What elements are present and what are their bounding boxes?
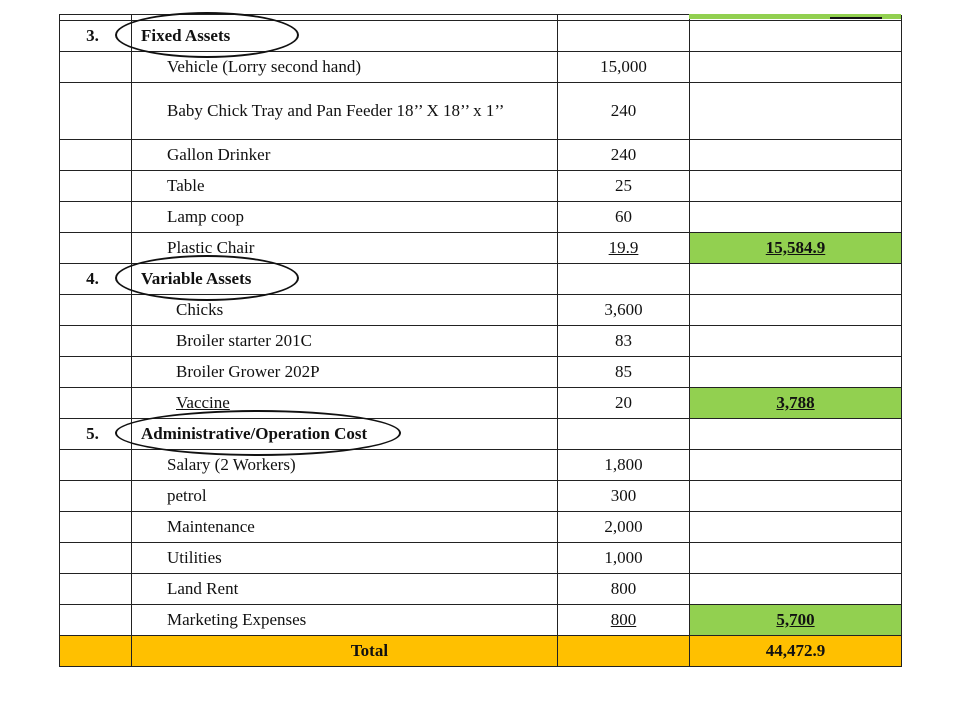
- item-name: Chicks: [131, 294, 558, 326]
- item-amount: 60: [557, 201, 690, 233]
- table-row: Broiler Grower 202P 85: [59, 356, 902, 388]
- table-row: Utilities 1,000: [59, 542, 902, 574]
- previous-subtotal-underline: [830, 17, 882, 19]
- section-title-variable-assets: Variable Assets: [115, 254, 299, 301]
- item-amount: 25: [557, 170, 690, 202]
- item-amount: 240: [557, 139, 690, 171]
- table-row: Plastic Chair 19.9 15,584.9: [59, 232, 902, 264]
- table-row: Land Rent 800: [59, 573, 902, 605]
- table-row: Baby Chick Tray and Pan Feeder 18’’ X 18…: [59, 82, 902, 140]
- section-number: 4.: [59, 263, 132, 295]
- table-row: Table 25: [59, 170, 902, 202]
- section-subtotal: 5,700: [689, 604, 902, 636]
- table-row: Maintenance 2,000: [59, 511, 902, 543]
- item-amount: 1,800: [557, 449, 690, 481]
- section-header-row: 5. Administrative/Operation Cost: [59, 409, 902, 456]
- item-amount: 15,000: [557, 51, 690, 83]
- table-row: Gallon Drinker 240: [59, 139, 902, 171]
- item-name: Baby Chick Tray and Pan Feeder 18’’ X 18…: [131, 82, 558, 140]
- section-header-row: 4. Variable Assets: [59, 254, 902, 301]
- table-row: Marketing Expenses 800 5,700: [59, 604, 902, 636]
- item-amount: 19.9: [557, 232, 690, 264]
- item-name: Table: [131, 170, 558, 202]
- total-label: Total: [131, 635, 558, 667]
- item-name: petrol: [131, 480, 558, 512]
- item-name: Vehicle (Lorry second hand): [131, 51, 558, 83]
- item-amount: 800: [557, 573, 690, 605]
- table-row: Chicks 3,600: [59, 294, 902, 326]
- item-amount: 240: [557, 82, 690, 140]
- previous-subtotal-cell-edge: [689, 14, 901, 19]
- item-name: Plastic Chair: [131, 232, 558, 264]
- item-amount: 2,000: [557, 511, 690, 543]
- table-row: Vehicle (Lorry second hand) 15,000: [59, 51, 902, 83]
- section-number: 3.: [59, 20, 132, 52]
- section-subtotal: 3,788: [689, 387, 902, 419]
- total-value: 44,472.9: [689, 635, 902, 667]
- total-row: Total 44,472.9: [59, 635, 902, 667]
- item-amount: 3,600: [557, 294, 690, 326]
- table-row: Lamp coop 60: [59, 201, 902, 233]
- item-amount: 83: [557, 325, 690, 357]
- item-name: Broiler Grower 202P: [131, 356, 558, 388]
- section-header-row: 3. Fixed Assets: [59, 11, 902, 58]
- item-name: Gallon Drinker: [131, 139, 558, 171]
- item-amount: 20: [557, 387, 690, 419]
- budget-table-container: 3. Fixed Assets Vehicle (Lorry second ha…: [59, 11, 902, 667]
- table-row: Broiler starter 201C 83: [59, 325, 902, 357]
- item-amount: 1,000: [557, 542, 690, 574]
- item-name: Salary (2 Workers): [131, 449, 558, 481]
- table-row: Vaccine 20 3,788: [59, 387, 902, 419]
- section-number: 5.: [59, 418, 132, 450]
- item-name: Utilities: [131, 542, 558, 574]
- item-name: Marketing Expenses: [131, 604, 558, 636]
- item-name: Lamp coop: [131, 201, 558, 233]
- item-name: Maintenance: [131, 511, 558, 543]
- item-name: Vaccine: [131, 387, 558, 419]
- table-row: Salary (2 Workers) 1,800: [59, 449, 902, 481]
- item-name: Land Rent: [131, 573, 558, 605]
- table-row: petrol 300: [59, 480, 902, 512]
- item-amount: 300: [557, 480, 690, 512]
- section-title-administrative-operation-cost: Administrative/Operation Cost: [115, 409, 401, 456]
- section-subtotal: 15,584.9: [689, 232, 902, 264]
- budget-table: 3. Fixed Assets Vehicle (Lorry second ha…: [59, 11, 902, 667]
- section-title-fixed-assets: Fixed Assets: [115, 11, 299, 58]
- item-name: Broiler starter 201C: [131, 325, 558, 357]
- item-amount: 85: [557, 356, 690, 388]
- item-amount: 800: [557, 604, 690, 636]
